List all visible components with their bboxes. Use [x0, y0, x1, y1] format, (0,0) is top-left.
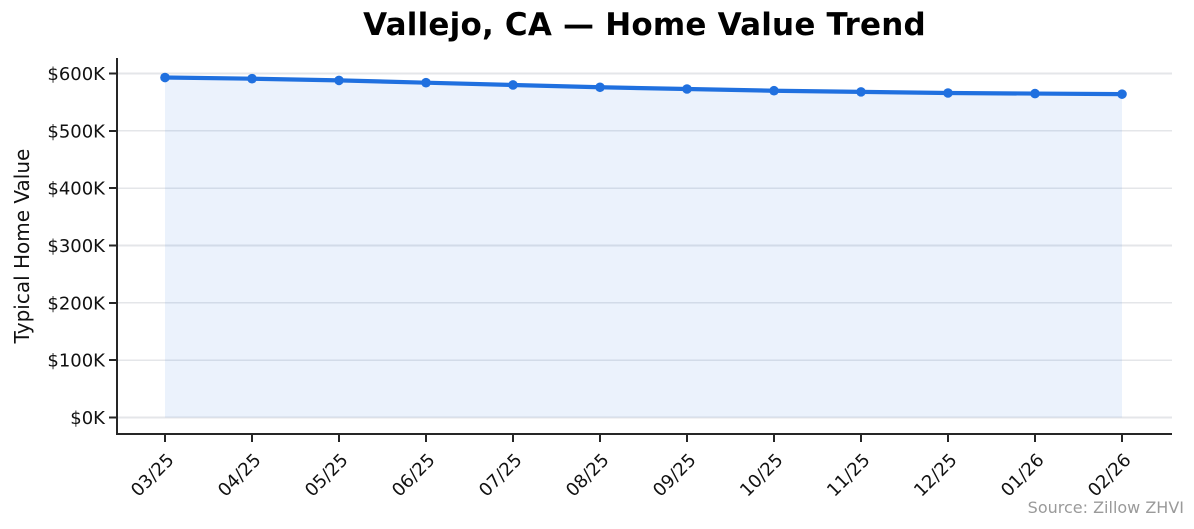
- data-point-marker: [769, 85, 779, 96]
- x-tick-label: 11/25: [823, 450, 875, 502]
- data-point-marker: [682, 84, 692, 94]
- source-note: Source: Zillow ZHVI: [1027, 498, 1184, 517]
- y-tick-label: $100K: [47, 351, 106, 372]
- data-point-marker: [1030, 88, 1040, 99]
- data-point-marker: [334, 75, 344, 86]
- data-point-marker: [856, 87, 866, 97]
- y-tick-label: $400K: [47, 179, 106, 200]
- area-fill: [165, 77, 1122, 418]
- data-point-marker: [595, 82, 605, 93]
- y-tick-label: $0K: [70, 408, 106, 429]
- data-point-marker: [421, 77, 431, 88]
- y-tick-label: $200K: [47, 293, 106, 314]
- x-tick-label: 09/25: [649, 450, 701, 502]
- x-tick-label: 10/25: [736, 450, 788, 502]
- y-tick-label: $300K: [47, 236, 106, 257]
- data-point-marker: [1117, 89, 1127, 99]
- x-tick-label: 03/25: [127, 450, 179, 502]
- x-tick-label: 06/25: [388, 450, 440, 502]
- y-tick-label: $600K: [47, 64, 106, 85]
- data-point-marker: [508, 80, 518, 90]
- x-tick-label: 08/25: [562, 450, 614, 502]
- chart-title: Vallejo, CA — Home Value Trend: [363, 7, 926, 43]
- x-tick-label: 07/25: [475, 450, 527, 502]
- data-point-marker: [943, 88, 953, 98]
- data-point-marker: [160, 72, 170, 83]
- data-point-marker: [247, 73, 257, 84]
- x-tick-label: 05/25: [301, 450, 353, 502]
- x-tick-label: 04/25: [214, 450, 266, 502]
- trend-line: [162, 75, 1125, 97]
- x-tick-label: 01/26: [997, 450, 1049, 502]
- x-tick-label: 02/26: [1084, 450, 1136, 502]
- x-tick-label: 12/25: [910, 450, 962, 502]
- y-tick-label: $500K: [47, 121, 106, 142]
